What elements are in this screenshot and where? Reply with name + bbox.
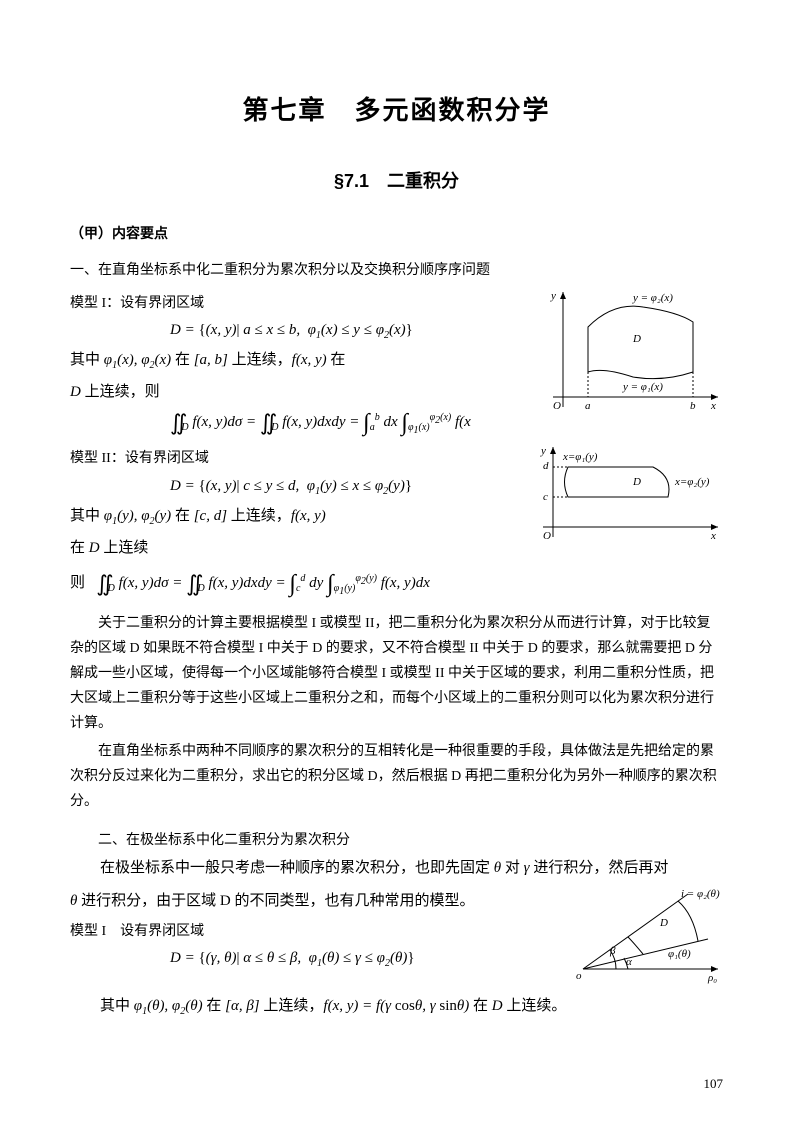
chapter-title: 第七章 多元函数积分学 xyxy=(70,90,723,127)
fig2-c: c xyxy=(543,491,548,503)
model1-eq: ∬D f(x, y)dσ = ∬D f(x, y)dxdy = ∫ab dx ∫… xyxy=(170,412,523,436)
figure-model1: O a b x y D y = φ₂(x) y = φ₁(x) xyxy=(533,287,723,422)
fig2-left: x=φ₁(y) xyxy=(562,451,598,463)
model1-set: D = {(x, y)| a ≤ x ≤ b, φ1(x) ≤ y ≤ φ2(x… xyxy=(170,322,523,341)
fig1-x: x xyxy=(710,400,716,412)
model2-then-eq: 则 ∬D f(x, y)dσ = ∬D f(x, y)dxdy = ∫cd dy… xyxy=(70,570,723,601)
fig1-lower: y = φ₁(x) xyxy=(622,381,663,393)
fig3-outer: i = φ₂(θ) xyxy=(681,888,720,900)
fig2-y: y xyxy=(540,445,546,457)
topic2-model1-title: 模型 I 设有界闭区域 xyxy=(70,919,558,944)
fig3-beta: β xyxy=(609,945,616,957)
fig3-axis: ρ₀ xyxy=(707,972,717,984)
topic1-para1: 关于二重积分的计算主要根据模型 I 或模型 II，把二重积分化为累次积分从而进行… xyxy=(70,611,723,737)
topic2-heading: 二、在极坐标系中化二重积分为累次积分 xyxy=(70,828,723,853)
fig2-origin: O xyxy=(543,530,551,542)
fig1-a: a xyxy=(585,400,591,412)
model2-title: 模型 II：设有界闭区域 xyxy=(70,446,513,471)
fig1-upper: y = φ₂(x) xyxy=(632,292,673,304)
topic2-para1: 在极坐标系中一般只考虑一种顺序的累次积分，也即先固定 θ 对 γ 进行积分，然后… xyxy=(70,855,723,882)
model2-cond: 其中 φ1(y), φ2(y) 在 [c, d] 上连续，f(x, y) xyxy=(70,503,513,531)
fig2-x: x xyxy=(710,530,716,542)
fig3-D: D xyxy=(659,917,668,929)
topic2-para1b: θ 进行积分，由于区域 D 的不同类型，也有几种常用的模型。 xyxy=(70,888,558,915)
topic1-para2: 在直角坐标系中两种不同顺序的累次积分的互相转化是一种很重要的手段，具体做法是先把… xyxy=(70,739,723,815)
fig1-D: D xyxy=(632,333,641,345)
topic1-heading: 一、在直角坐标系中化二重积分为累次积分以及交换积分顺序序问题 xyxy=(70,258,723,283)
fig2-D: D xyxy=(632,476,641,488)
fig1-y: y xyxy=(550,290,556,302)
topic2-model1-set: D = {(γ, θ)| α ≤ θ ≤ β, φ1(θ) ≤ γ ≤ φ2(θ… xyxy=(170,950,558,969)
fig3-inner: φ₁(θ) xyxy=(668,948,691,960)
model2-set: D = {(x, y)| c ≤ y ≤ d, φ1(y) ≤ x ≤ φ2(y… xyxy=(170,478,513,497)
model1-cond: 其中 φ1(x), φ2(x) 在 [a, b] 上连续，f(x, y) 在 xyxy=(70,347,523,375)
fig3-alpha: α xyxy=(626,956,632,968)
fig3-origin: o xyxy=(576,970,582,982)
figure-polar-model1: o ρ₀ β α D φ₁(θ) i = φ₂(θ) xyxy=(568,884,723,984)
model1-title: 模型 I：设有界闭区域 xyxy=(70,291,523,316)
model2-cond2: 在 D 上连续 xyxy=(70,535,513,562)
topic2-model1-cond: 其中 φ1(θ), φ2(θ) 在 [α, β] 上连续，f(x, y) = f… xyxy=(70,993,723,1021)
fig2-d: d xyxy=(543,460,549,472)
model1-cond2: D 上连续，则 xyxy=(70,379,523,406)
figure-model2: O c d D x=φ₁(y) x=φ₂(y) x y xyxy=(523,442,723,542)
fig2-right: x=φ₂(y) xyxy=(674,476,710,488)
fig1-b: b xyxy=(690,400,696,412)
page-number: 107 xyxy=(704,1076,724,1092)
fig1-origin: O xyxy=(553,400,561,412)
heading-content-points: （甲）内容要点 xyxy=(70,223,723,243)
section-title: §7.1 二重积分 xyxy=(70,167,723,193)
